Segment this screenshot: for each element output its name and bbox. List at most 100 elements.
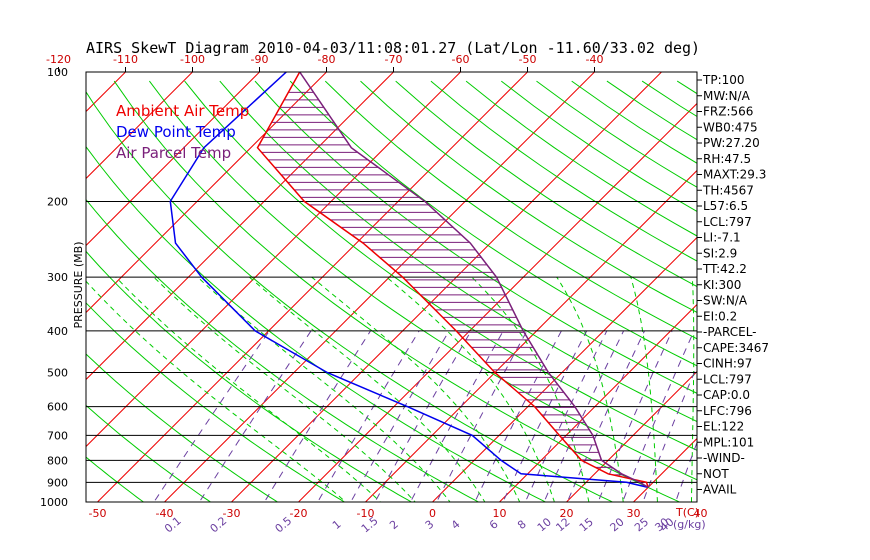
y-axis-label: PRESSURE (MB): [72, 242, 85, 329]
dry-adiabat-line: [395, 80, 697, 288]
index-item: -PARCEL-: [703, 325, 757, 339]
isotherm-line: [164, 72, 595, 502]
y-tick-label: 1000: [40, 496, 68, 509]
index-item: SW:N/A: [703, 294, 748, 308]
moist-adiabat-line: [311, 276, 521, 502]
dry-adiabat-line: [86, 198, 480, 502]
dry-adiabat-line: [219, 80, 697, 423]
mixing-ratio-line: [317, 330, 420, 502]
mixing-ratio-tick-label: 15: [577, 515, 596, 534]
mixing-ratio-tick-label: 1: [330, 518, 344, 532]
isotherm-line: [86, 72, 193, 180]
index-item: KI:300: [703, 278, 741, 292]
moist-adiabat-line: [471, 276, 590, 502]
isotherm-line: [365, 169, 697, 502]
mixing-ratio-label: (g/kg): [673, 518, 706, 531]
legend: Ambient Air Temp Dew Point Temp Air Parcel…: [116, 102, 249, 162]
plot-frame: [85, 71, 698, 503]
moist-adiabat-line: [691, 277, 695, 502]
mixing-ratio-line: [543, 330, 625, 502]
bottom-tick-label: 0: [429, 507, 436, 520]
y-tick-label: 600: [47, 401, 68, 414]
index-item: MAXT:29.3: [703, 168, 766, 182]
y-tick-label: 100: [47, 66, 68, 79]
isotherm-line: [298, 102, 697, 502]
index-item: LCL:797: [703, 372, 752, 386]
index-item: EI:0.2: [703, 309, 737, 323]
dry-adiabat-line: [86, 145, 547, 502]
isotherm-line: [566, 370, 697, 502]
y-tick-label: 500: [47, 367, 68, 380]
legend-entry: Air Parcel Temp: [116, 144, 231, 162]
index-item: RH:47.5: [703, 152, 751, 166]
index-item: TP:100: [702, 73, 745, 87]
bottom-tick-label: -10: [357, 507, 375, 520]
index-item: NOT: [703, 467, 729, 481]
top-tick-label: -50: [519, 53, 537, 66]
dry-adiabat-line: [86, 302, 346, 502]
index-item: WB0:475: [703, 120, 758, 134]
bottom-tick-label: -30: [223, 507, 241, 520]
index-item: FRZ:566: [703, 105, 753, 119]
mixing-ratio-tick-label: 8: [515, 518, 529, 532]
dry-adiabat-line: [254, 80, 697, 394]
dry-adiabat-line: [113, 80, 681, 502]
isotherm-line: [86, 72, 461, 448]
mixing-ratio-line: [263, 330, 371, 502]
moist-adiabat-line: [197, 276, 451, 502]
dry-adiabat-line: [0, 81, 20, 511]
index-item: L57:6.5: [703, 199, 748, 213]
dry-adiabat-line: [430, 80, 697, 262]
mixing-ratio-line: [622, 330, 695, 502]
moist-adiabat-line: [115, 276, 382, 502]
y-tick-label: 700: [47, 429, 68, 442]
isotherm-line: [499, 303, 697, 502]
top-tick-label: -90: [251, 53, 269, 66]
index-item: TT:42.2: [702, 262, 747, 276]
mixing-ratio-tick-label: 4: [449, 518, 463, 532]
bottom-tick-label: 10: [493, 507, 507, 520]
bottom-tick-label: 20: [560, 507, 574, 520]
top-tick-label: -100: [180, 53, 205, 66]
dry-adiabat-line: [86, 91, 614, 502]
legend-entry: Dew Point Temp: [116, 123, 236, 141]
isotherm-line: [768, 72, 870, 502]
index-item: MPL:101: [703, 435, 754, 449]
chart-title: AIRS SkewT Diagram 2010-04-03/11:08:01.2…: [86, 39, 700, 57]
index-item: CINH:97: [703, 357, 752, 371]
profiles: [169, 72, 649, 489]
dry-adiabat-line: [86, 456, 145, 502]
bottom-tick-label: -20: [290, 507, 308, 520]
legend-entry: Ambient Air Temp: [116, 102, 249, 120]
y-tick-label: 800: [47, 454, 68, 467]
dry-adiabat-line: [360, 80, 697, 313]
index-item: MW:N/A: [703, 89, 751, 103]
x-axis-label: T(C): [675, 506, 699, 519]
y-tick-label: 400: [47, 325, 68, 338]
y-tick-label: 900: [47, 476, 68, 489]
bottom-tick-label: 30: [627, 507, 641, 520]
dry-adiabat-line: [324, 80, 697, 340]
isotherm-line: [86, 72, 394, 381]
isotherm-line: [432, 236, 697, 502]
top-tick-label: -60: [452, 53, 470, 66]
bottom-tick-label: -50: [89, 507, 107, 520]
bottom-tick-label: 40: [694, 507, 708, 520]
cape-hatch: [259, 91, 624, 476]
top-tick-label: -120: [46, 53, 71, 66]
isotherm-line: [86, 72, 327, 314]
top-tick-label: -80: [318, 53, 336, 66]
mixing-ratio-line: [374, 330, 472, 502]
mixing-ratio-line: [597, 330, 673, 502]
isotherm-line: [86, 72, 260, 247]
moist-adiabat-line: [86, 280, 347, 502]
top-tick-label: -110: [113, 53, 138, 66]
mixing-ratio-tick-label: 2: [387, 518, 401, 532]
index-item: PW:27.20: [703, 136, 760, 150]
y-tick-label: 200: [47, 195, 68, 208]
index-item: LI:-7.1: [703, 231, 741, 245]
mixing-ratio-line: [153, 330, 270, 502]
grid: [0, 72, 870, 511]
